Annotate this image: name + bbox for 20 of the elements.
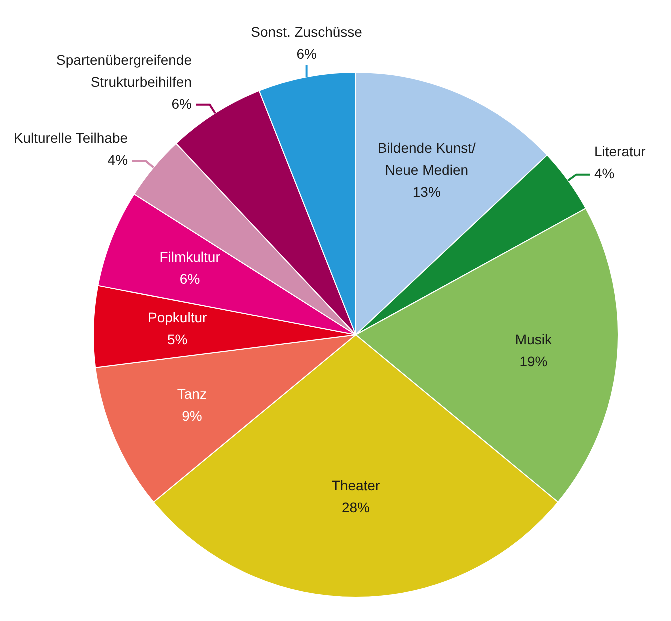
slice-label: Tanz bbox=[177, 386, 207, 402]
data-label: 13% bbox=[412, 184, 441, 200]
data-label: 9% bbox=[182, 408, 202, 424]
data-label: 4% bbox=[594, 166, 615, 182]
slice-label: Musik bbox=[515, 332, 553, 348]
data-label: 6% bbox=[180, 271, 200, 288]
slice-label: Theater bbox=[332, 478, 380, 494]
data-label: 4% bbox=[108, 152, 128, 168]
slice-label: Bildende Kunst/ Neue Medien bbox=[378, 140, 476, 178]
slice-label: Sonst. Zuschüsse bbox=[251, 24, 363, 40]
data-label: 19% bbox=[520, 354, 548, 370]
data-label: 6% bbox=[296, 46, 317, 62]
slice-label: Literatur bbox=[594, 144, 646, 160]
slice-label: Filmkultur bbox=[160, 249, 221, 266]
data-label: 28% bbox=[342, 500, 370, 516]
slice-label: Popkultur bbox=[148, 309, 208, 326]
slice-label: Kulturelle Teilhabe bbox=[14, 130, 128, 146]
data-label: 6% bbox=[172, 96, 192, 112]
slice-label: Spartenübergreifende Strukturbeihilfen bbox=[56, 52, 192, 90]
data-label: 5% bbox=[167, 331, 188, 348]
